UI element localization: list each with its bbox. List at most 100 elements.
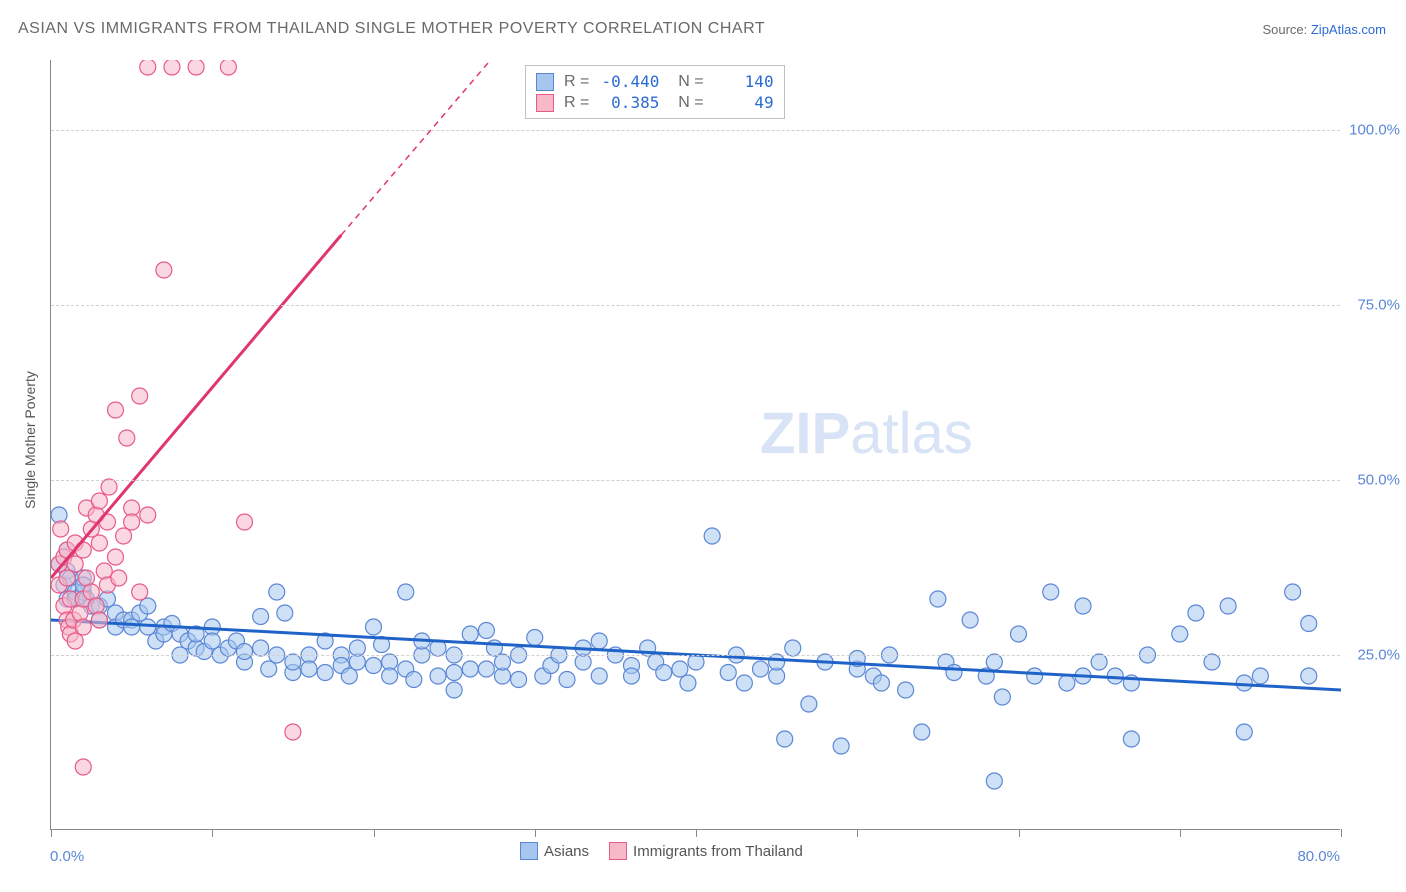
data-point [59,570,75,586]
data-point [1027,668,1043,684]
legend-swatch [536,73,554,91]
data-point [1220,598,1236,614]
y-tick-label: 100.0% [1349,122,1400,139]
data-point [986,773,1002,789]
data-point [462,661,478,677]
data-point [261,661,277,677]
data-point [285,724,301,740]
data-point [156,262,172,278]
data-point [1236,724,1252,740]
legend-stat-row: R =-0.440 N =140 [536,72,774,91]
x-tick [51,829,52,837]
data-point [269,584,285,600]
data-point [132,584,148,600]
data-point [833,738,849,754]
legend-n-label: N = [669,94,703,112]
data-point [1301,668,1317,684]
data-point [1043,584,1059,600]
data-point [349,640,365,656]
data-point [591,668,607,684]
data-point [91,535,107,551]
legend-r-value: -0.440 [599,72,659,91]
data-point [237,514,253,530]
gridline [51,305,1340,306]
legend-series-label: Asians [544,843,589,860]
data-point [188,60,204,75]
data-point [656,665,672,681]
data-point [1123,731,1139,747]
x-min-label: 0.0% [50,848,84,865]
data-point [1059,675,1075,691]
data-point [1172,626,1188,642]
data-point [430,668,446,684]
gridline [51,480,1340,481]
data-point [462,626,478,642]
data-point [111,570,127,586]
data-point [72,605,88,621]
chart-svg [51,60,1341,830]
legend-n-label: N = [669,73,703,91]
data-point [285,654,301,670]
data-point [119,430,135,446]
data-point [398,584,414,600]
data-point [962,612,978,628]
gridline [51,130,1340,131]
source-prefix: Source: [1262,22,1310,37]
data-point [204,633,220,649]
legend-swatch [609,842,627,860]
data-point [446,682,462,698]
data-point [140,60,156,75]
data-point [253,609,269,625]
data-point [124,514,140,530]
data-point [382,668,398,684]
trend-line-extend [341,60,502,235]
data-point [591,633,607,649]
legend-stats: R =-0.440 N =140R =0.385 N =49 [525,65,785,119]
legend-series: Asians Immigrants from Thailand [520,842,803,860]
legend-series-item: Asians [520,842,589,860]
data-point [559,672,575,688]
data-point [801,696,817,712]
data-point [1285,584,1301,600]
chart-title: ASIAN VS IMMIGRANTS FROM THAILAND SINGLE… [18,20,765,38]
source-link[interactable]: ZipAtlas.com [1311,22,1386,37]
data-point [108,549,124,565]
data-point [1301,616,1317,632]
data-point [101,479,117,495]
data-point [527,630,543,646]
y-axis-title: Single Mother Poverty [22,371,38,509]
gridline [51,655,1340,656]
data-point [53,521,69,537]
data-point [680,675,696,691]
x-tick [1180,829,1181,837]
data-point [994,689,1010,705]
data-point [914,724,930,740]
data-point [511,672,527,688]
x-tick [1019,829,1020,837]
legend-series-label: Immigrants from Thailand [633,843,803,860]
data-point [495,654,511,670]
data-point [1204,654,1220,670]
legend-series-item: Immigrants from Thailand [609,842,803,860]
y-tick-label: 75.0% [1357,297,1400,314]
trend-line [51,235,341,578]
data-point [1252,668,1268,684]
data-point [132,388,148,404]
data-point [116,528,132,544]
data-point [220,60,236,75]
data-point [140,507,156,523]
data-point [446,665,462,681]
legend-n-value: 49 [714,93,774,112]
data-point [341,668,357,684]
data-point [91,612,107,628]
y-tick-label: 25.0% [1357,647,1400,664]
data-point [1011,626,1027,642]
x-tick [535,829,536,837]
data-point [986,654,1002,670]
x-tick [1341,829,1342,837]
data-point [1075,598,1091,614]
x-tick [696,829,697,837]
data-point [75,619,91,635]
data-point [1188,605,1204,621]
data-point [366,658,382,674]
